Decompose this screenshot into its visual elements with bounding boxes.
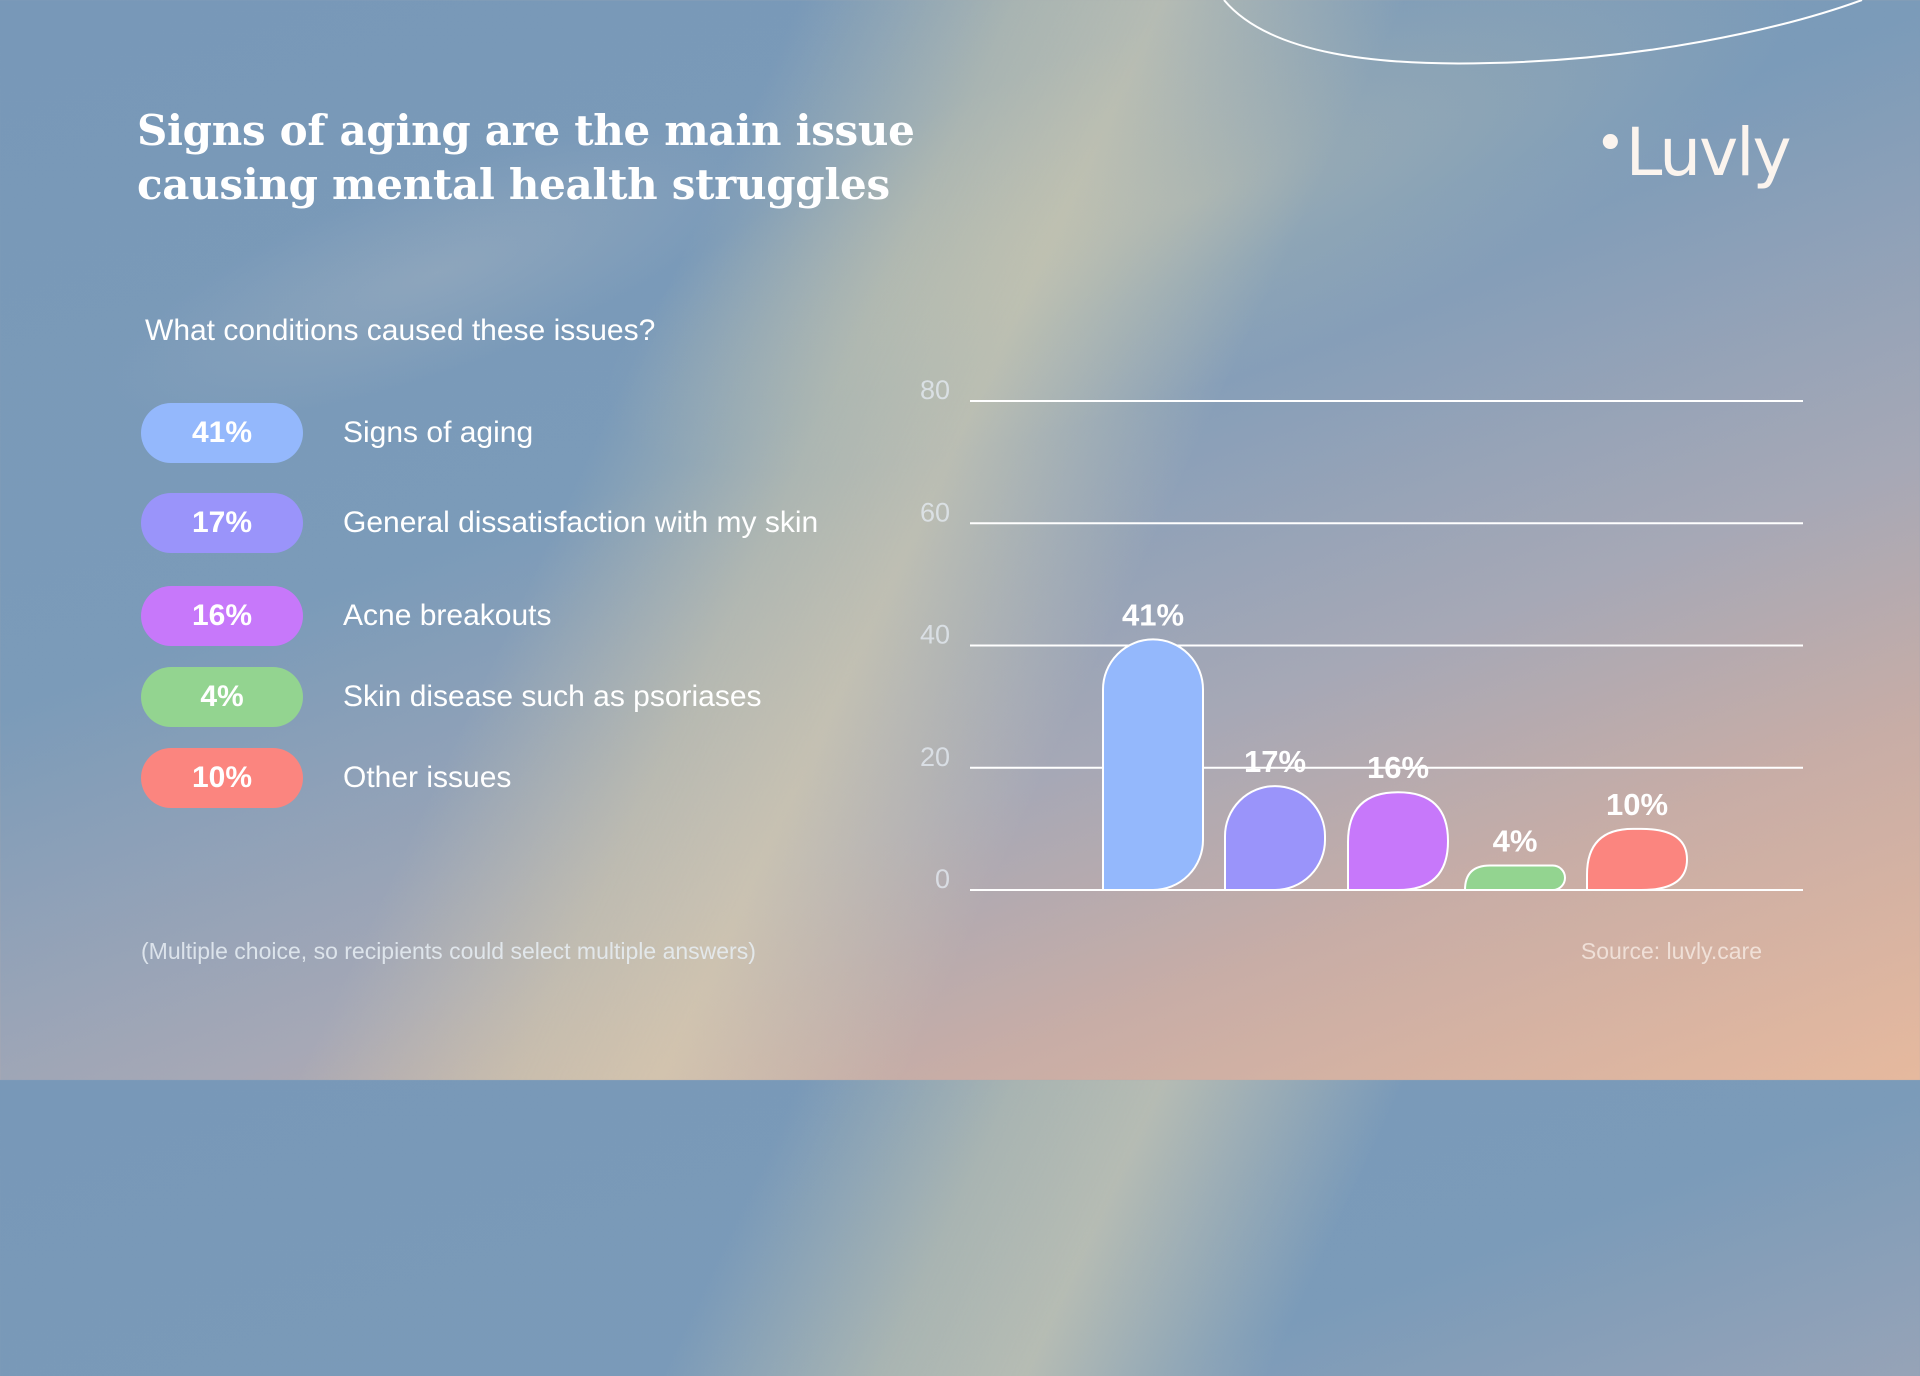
y-tick-label: 20: [920, 742, 950, 772]
list-item: 4% Skin disease such as psoriases: [141, 667, 1041, 727]
bar-value-label: 10%: [1606, 787, 1668, 822]
percent-badge: 4%: [141, 667, 303, 727]
item-label: Skin disease such as psoriases: [343, 680, 762, 713]
chart-bars: [1102, 638, 1689, 891]
y-tick-label: 80: [920, 375, 950, 405]
survey-question: What conditions caused these issues?: [145, 314, 656, 347]
logo-dot-icon: •: [1595, 114, 1626, 174]
page-title: Signs of aging are the main issue causin…: [137, 104, 915, 212]
percent-badge: 16%: [141, 586, 303, 646]
bar: [1224, 785, 1326, 891]
y-tick-label: 40: [920, 620, 950, 650]
bar: [1463, 864, 1566, 891]
chart-value-labels: 41% 17% 16% 4% 10%: [1122, 597, 1668, 858]
list-item: 10% Other issues: [141, 748, 1041, 808]
bar: [1102, 638, 1204, 891]
percent-badge: 10%: [141, 748, 303, 808]
percent-badge: 17%: [141, 493, 303, 553]
logo-text: Luvly: [1625, 114, 1792, 191]
item-label: Signs of aging: [343, 416, 534, 449]
list-item: 17% General dissatisfaction with my skin: [141, 493, 1041, 553]
bar-value-label: 17%: [1244, 744, 1306, 779]
item-label: Other issues: [343, 761, 512, 794]
title-line-2: causing mental health struggles: [137, 160, 890, 209]
item-label: Acne breakouts: [343, 599, 552, 632]
bar-value-label: 41%: [1122, 597, 1184, 632]
bar: [1347, 791, 1450, 891]
brand-logo: •Luvly: [1595, 104, 1792, 193]
list-item: 16% Acne breakouts: [141, 586, 1041, 646]
item-label: General dissatisfaction with my skin: [343, 506, 819, 539]
percent-badge: 41%: [141, 403, 303, 463]
y-axis-ticks: 0 20 40 60 80: [920, 375, 950, 894]
bar: [1586, 827, 1689, 891]
bar-chart: 0 20 40 60 80 41% 17% 16% 4% 10%: [919, 375, 1689, 894]
list-item: 41% Signs of aging: [141, 403, 1041, 463]
footnote: (Multiple choice, so recipients could se…: [141, 938, 756, 964]
source-note: Source: luvly.care: [1580, 938, 1762, 964]
title-line-1: Signs of aging are the main issue: [137, 106, 915, 155]
decorative-arc: [0, 0, 1920, 1080]
y-tick-label: 0: [935, 864, 950, 894]
bar-value-label: 4%: [1493, 824, 1538, 859]
bar-value-label: 16%: [1367, 750, 1429, 785]
y-tick-label: 60: [920, 497, 950, 527]
